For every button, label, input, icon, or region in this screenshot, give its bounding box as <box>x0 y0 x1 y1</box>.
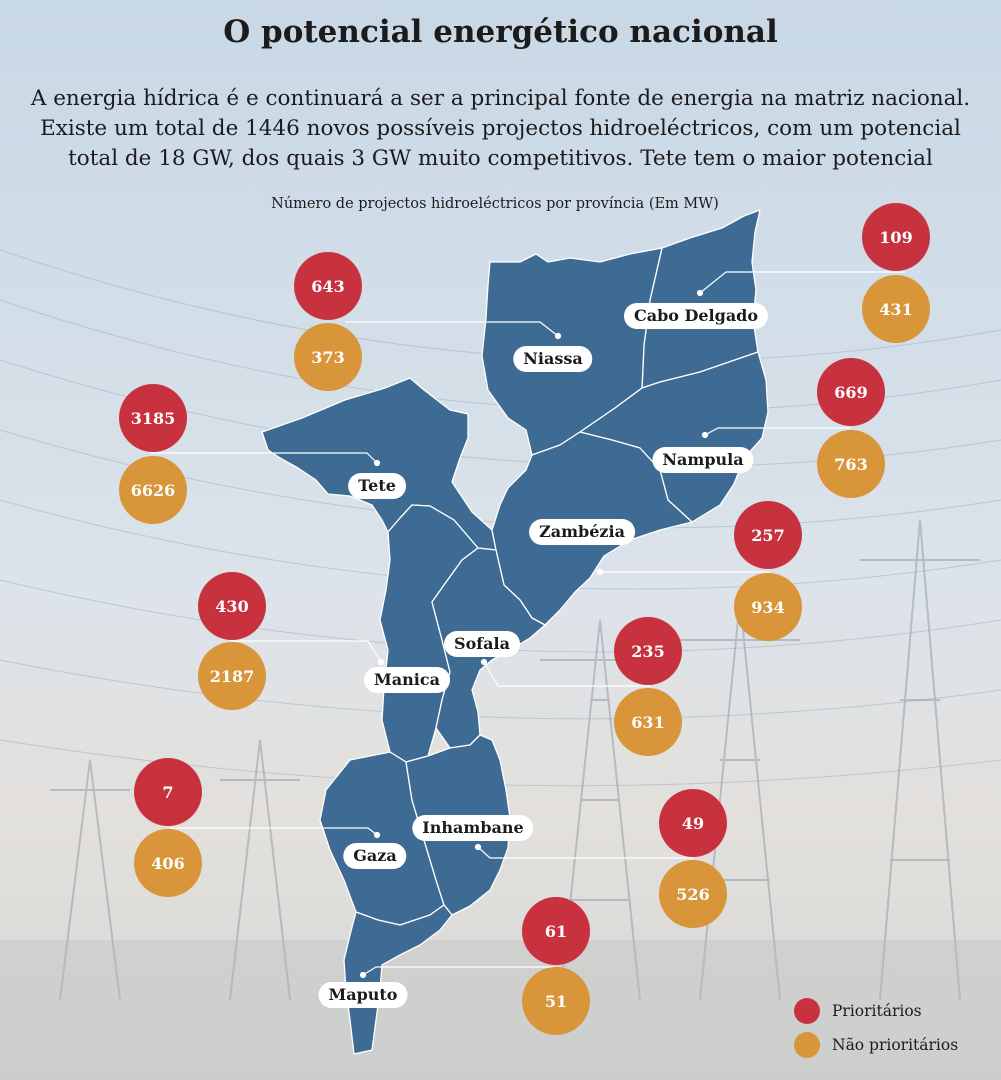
label-niassa: Niassa <box>513 346 593 372</box>
value-nao-prioritarios-cabo-delgado: 431 <box>862 275 930 343</box>
value-nao-prioritarios-inhambane: 526 <box>659 860 727 928</box>
province-maputo <box>343 904 453 1055</box>
value-prioritarios-zambezia: 257 <box>734 501 802 569</box>
label-gaza: Gaza <box>343 843 407 869</box>
intro-line: Existe um total de 1446 novos possíveis … <box>40 116 961 141</box>
legend-swatch-nao-prioritarios <box>794 1032 820 1058</box>
value-prioritarios-inhambane: 49 <box>659 789 727 857</box>
legend-label-nao-prioritarios: Não prioritários <box>832 1036 959 1054</box>
value-prioritarios-cabo-delgado: 109 <box>862 203 930 271</box>
value-prioritarios-sofala: 235 <box>614 617 682 685</box>
value-nao-prioritarios-sofala: 631 <box>614 688 682 756</box>
label-maputo: Maputo <box>318 982 408 1008</box>
value-nao-prioritarios-nampula: 763 <box>817 430 885 498</box>
map-subtitle: Número de projectos hidroeléctricos por … <box>271 196 719 212</box>
value-prioritarios-maputo: 61 <box>522 897 590 965</box>
label-manica: Manica <box>364 667 450 693</box>
label-inhambane: Inhambane <box>412 815 534 841</box>
value-nao-prioritarios-zambezia: 934 <box>734 573 802 641</box>
value-nao-prioritarios-tete: 6626 <box>119 456 187 524</box>
label-zambezia: Zambézia <box>529 519 635 545</box>
label-cabo-delgado: Cabo Delgado <box>623 303 769 329</box>
value-prioritarios-nampula: 669 <box>817 358 885 426</box>
value-nao-prioritarios-maputo: 51 <box>522 967 590 1035</box>
legend-label-prioritarios: Prioritários <box>832 1002 922 1020</box>
legend: Prioritários Não prioritários <box>794 994 958 1062</box>
intro-text: A energia hídrica é e continuará a ser a… <box>20 84 981 174</box>
label-sofala: Sofala <box>444 631 520 657</box>
value-nao-prioritarios-gaza: 406 <box>134 829 202 897</box>
legend-swatch-prioritarios <box>794 998 820 1024</box>
value-prioritarios-tete: 3185 <box>119 384 187 452</box>
label-nampula: Nampula <box>652 447 754 473</box>
label-tete: Tete <box>348 473 406 499</box>
value-prioritarios-niassa: 643 <box>294 252 362 320</box>
legend-item-prioritarios: Prioritários <box>794 994 958 1028</box>
value-nao-prioritarios-niassa: 373 <box>294 323 362 391</box>
page-title: O potencial energético nacional <box>223 14 778 50</box>
intro-line: A energia hídrica é e continuará a ser a… <box>30 86 971 111</box>
value-nao-prioritarios-manica: 2187 <box>198 642 266 710</box>
value-prioritarios-gaza: 7 <box>134 758 202 826</box>
legend-item-nao-prioritarios: Não prioritários <box>794 1028 958 1062</box>
intro-line: total de 18 GW, dos quais 3 GW muito com… <box>68 146 933 171</box>
value-prioritarios-manica: 430 <box>198 572 266 640</box>
